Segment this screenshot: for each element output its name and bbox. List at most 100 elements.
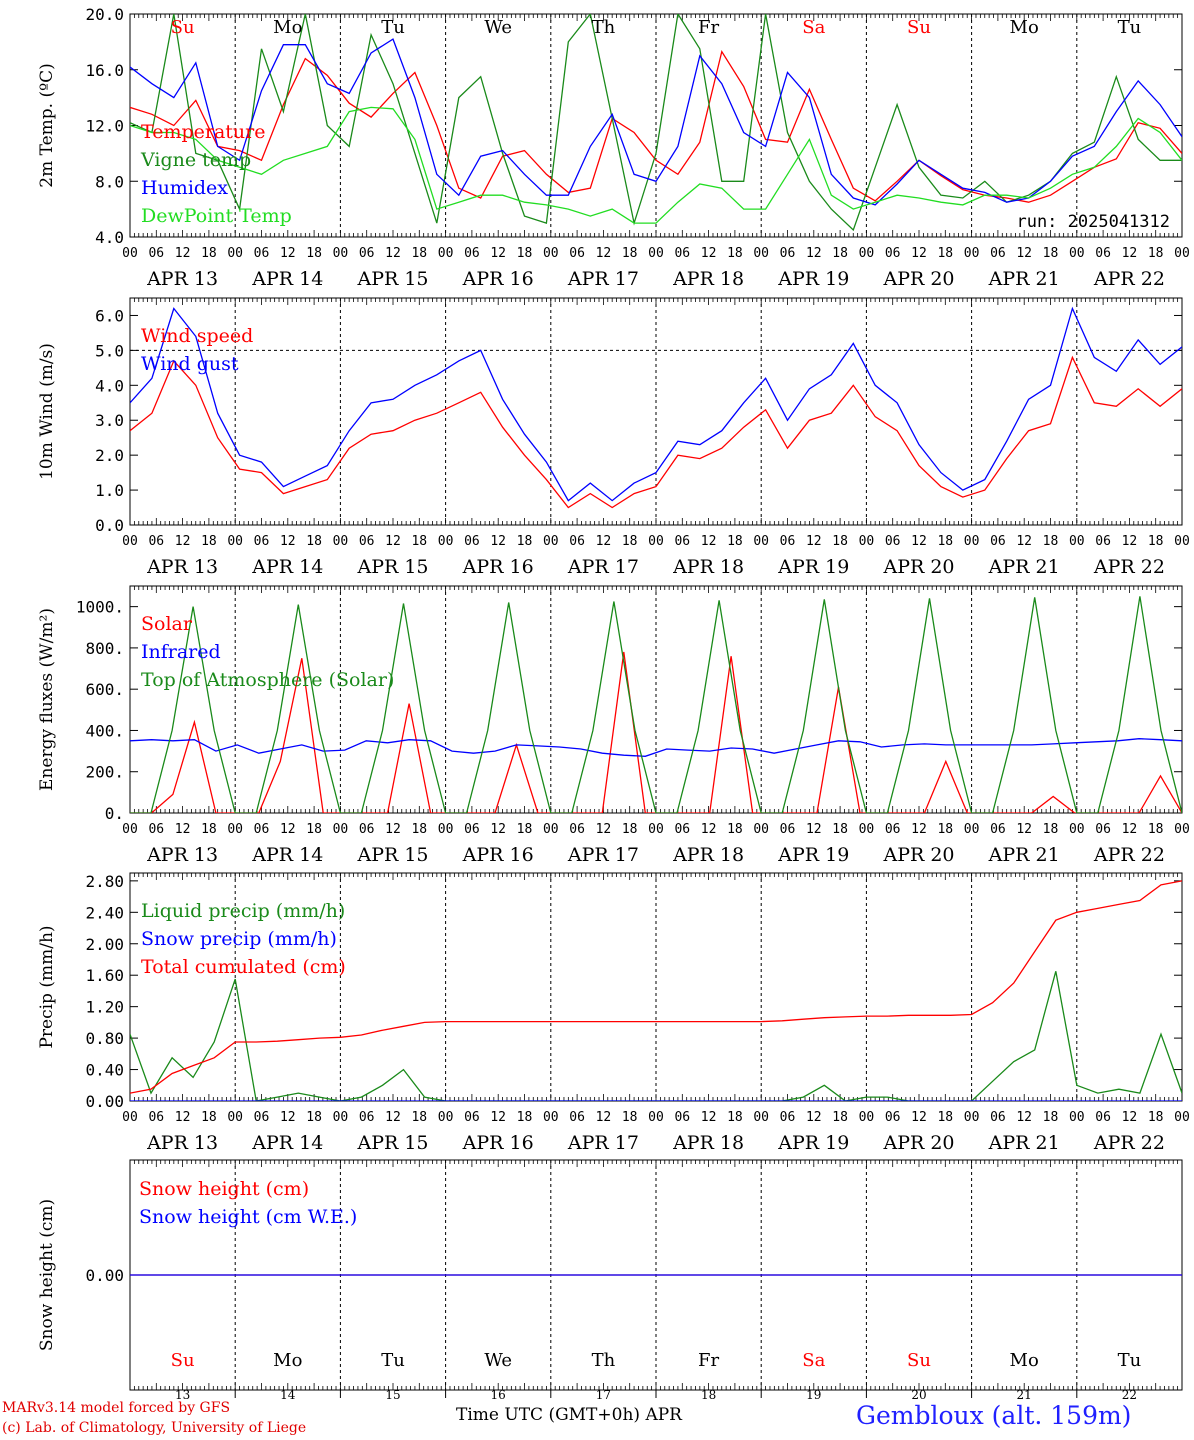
weekday-label: Th: [592, 1350, 616, 1371]
date-label: APR 20: [882, 844, 954, 866]
y-axis-label: Snow height (cm): [37, 1199, 57, 1351]
weekday-label: Fr: [698, 1350, 719, 1371]
y-tick-label: 20.0: [85, 5, 124, 24]
plot-frame: [129, 13, 1183, 238]
hour-label: 00: [543, 246, 559, 261]
hour-label: 18: [622, 822, 638, 837]
hour-label: 12: [806, 534, 822, 549]
legend-entry: Humidex: [141, 177, 228, 199]
series-line: [130, 355, 1182, 509]
date-label: APR 20: [882, 556, 954, 578]
hour-label: 06: [359, 822, 375, 837]
date-label: APR 19: [777, 268, 849, 290]
date-label: APR 18: [672, 268, 744, 290]
hour-label: 18: [201, 534, 217, 549]
hour-label: 12: [806, 1110, 822, 1125]
legend-entry: Snow height (cm W.E.): [139, 1206, 357, 1228]
hour-label: 18: [937, 246, 953, 261]
hour-label: 12: [1016, 534, 1032, 549]
date-label: APR 14: [251, 844, 323, 866]
hour-label: 18: [937, 822, 953, 837]
date-label: APR 19: [777, 1132, 849, 1154]
hour-label: 06: [674, 822, 690, 837]
series-line: [130, 49, 1182, 203]
hour-label: 18: [832, 534, 848, 549]
hour-label: 12: [596, 246, 612, 261]
hour-label: 12: [806, 246, 822, 261]
y-tick-label: 2.0: [95, 446, 124, 465]
date-label: APR 16: [462, 844, 534, 866]
y-tick-label: 1.60: [85, 966, 124, 985]
hour-label: 00: [964, 1110, 980, 1125]
date-label: APR 14: [251, 556, 323, 578]
hour-label: 18: [1148, 1110, 1164, 1125]
date-number-label: 13: [175, 1388, 190, 1402]
hour-label: 12: [911, 822, 927, 837]
date-label: APR 16: [462, 268, 534, 290]
y-tick-label: 5.0: [95, 341, 124, 360]
hour-label: 06: [1095, 1110, 1111, 1125]
date-label: APR 21: [988, 1132, 1060, 1154]
date-label: APR 21: [988, 268, 1060, 290]
hour-label: 00: [227, 534, 243, 549]
hour-label: 18: [306, 246, 322, 261]
hour-label: 12: [806, 822, 822, 837]
hour-label: 06: [780, 822, 796, 837]
legend-entry: Infrared: [141, 641, 221, 663]
hour-label: 18: [201, 246, 217, 261]
hour-label: 00: [1069, 534, 1085, 549]
hour-label: 12: [490, 246, 506, 261]
hour-label: 06: [254, 1110, 270, 1125]
weekday-label: Tu: [381, 1350, 405, 1371]
hour-label: 06: [780, 246, 796, 261]
hour-label: 18: [727, 822, 743, 837]
date-number-label: 16: [491, 1388, 506, 1402]
hour-label: 12: [385, 534, 401, 549]
hour-label: 18: [1043, 246, 1059, 261]
y-tick-label: 0.: [105, 804, 124, 823]
date-label: APR 17: [567, 1132, 639, 1154]
hour-label: 06: [254, 534, 270, 549]
series-line: [130, 106, 1182, 224]
hour-label: 00: [333, 822, 349, 837]
hour-label: 00: [543, 534, 559, 549]
hour-label: 00: [438, 534, 454, 549]
hour-label: 12: [385, 822, 401, 837]
date-number-label: 17: [596, 1388, 611, 1402]
hour-label: 00: [648, 1110, 664, 1125]
date-number-label: 14: [280, 1388, 296, 1402]
date-label: APR 13: [146, 844, 218, 866]
hour-label: 06: [990, 534, 1006, 549]
date-label: APR 18: [672, 1132, 744, 1154]
hour-label: 18: [937, 1110, 953, 1125]
legend-entry: Solar: [141, 613, 193, 635]
hour-label: 18: [727, 246, 743, 261]
hour-label: 18: [622, 534, 638, 549]
hour-label: 00: [648, 822, 664, 837]
hour-label: 06: [674, 246, 690, 261]
weekday-label: We: [484, 17, 512, 38]
hour-label: 00: [1069, 1110, 1085, 1125]
y-tick-label: 2.80: [85, 872, 124, 891]
y-tick-label: 0.00: [85, 1092, 124, 1111]
hour-label: 00: [964, 822, 980, 837]
date-number-label: 19: [806, 1388, 821, 1402]
hour-label: 18: [937, 534, 953, 549]
weekday-label: Su: [907, 17, 931, 38]
run-annotation: run: 2025041312: [1016, 212, 1170, 232]
legend-entry: Snow height (cm): [139, 1178, 309, 1200]
hour-label: 00: [227, 1110, 243, 1125]
hour-label: 00: [438, 1110, 454, 1125]
weekday-label: Su: [171, 1350, 195, 1371]
hour-label: 06: [780, 1110, 796, 1125]
hour-label: 00: [122, 822, 138, 837]
hour-label: 00: [648, 246, 664, 261]
date-label: APR 18: [672, 556, 744, 578]
date-label: APR 20: [882, 268, 954, 290]
hour-label: 06: [464, 534, 480, 549]
weekday-label: We: [484, 1350, 512, 1371]
hour-label: 00: [543, 1110, 559, 1125]
hour-label: 12: [911, 246, 927, 261]
y-tick-label: 1.20: [85, 998, 124, 1017]
weekday-label: Sa: [802, 1350, 825, 1371]
